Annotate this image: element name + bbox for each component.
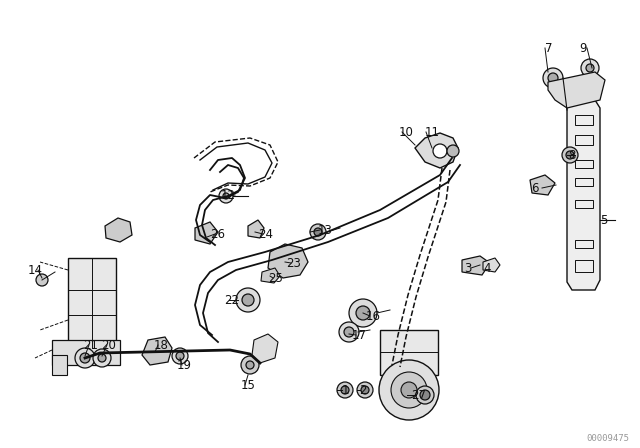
Polygon shape (261, 268, 280, 283)
Circle shape (219, 189, 233, 203)
Circle shape (246, 361, 254, 369)
Circle shape (416, 386, 434, 404)
Text: 25: 25 (269, 271, 284, 284)
Bar (575, 160, 593, 168)
Circle shape (401, 382, 417, 398)
Bar (52, 355, 67, 375)
Circle shape (357, 382, 373, 398)
Circle shape (236, 288, 260, 312)
Polygon shape (567, 100, 600, 290)
Polygon shape (142, 337, 172, 365)
Text: 20: 20 (102, 339, 116, 352)
Text: 15: 15 (241, 379, 255, 392)
Bar (68, 258, 116, 348)
Text: 23: 23 (287, 257, 301, 270)
Polygon shape (195, 222, 218, 244)
Text: 9: 9 (579, 42, 587, 55)
Bar (380, 330, 438, 375)
Circle shape (356, 306, 370, 320)
Circle shape (566, 151, 574, 159)
Text: 5: 5 (600, 214, 608, 227)
Text: 22: 22 (225, 293, 239, 306)
Circle shape (75, 348, 95, 368)
Circle shape (562, 147, 578, 163)
Bar (575, 135, 593, 145)
Text: 10: 10 (399, 125, 413, 138)
Text: 2: 2 (359, 383, 367, 396)
Text: 6: 6 (531, 181, 539, 194)
Circle shape (349, 299, 377, 327)
Circle shape (80, 353, 90, 363)
Circle shape (420, 390, 430, 400)
Text: 12: 12 (221, 189, 236, 202)
Circle shape (241, 356, 259, 374)
Circle shape (543, 68, 563, 88)
Circle shape (172, 348, 188, 364)
Text: 3: 3 (464, 262, 472, 275)
Polygon shape (248, 220, 264, 238)
Circle shape (361, 386, 369, 394)
Circle shape (242, 294, 254, 306)
Bar (575, 200, 593, 208)
Circle shape (339, 322, 359, 342)
Bar (575, 260, 593, 272)
Circle shape (176, 352, 184, 360)
Text: 26: 26 (211, 228, 225, 241)
Text: 4: 4 (483, 262, 491, 275)
Polygon shape (415, 133, 458, 168)
Bar (575, 115, 593, 125)
Circle shape (223, 193, 229, 199)
Circle shape (341, 386, 349, 394)
Text: 24: 24 (259, 228, 273, 241)
Bar (575, 240, 593, 248)
Circle shape (344, 327, 354, 337)
Text: 27: 27 (412, 388, 426, 401)
Bar (575, 178, 593, 186)
Text: 21: 21 (83, 339, 99, 352)
Circle shape (314, 228, 322, 236)
Circle shape (310, 224, 326, 240)
Text: 16: 16 (365, 310, 381, 323)
Circle shape (581, 59, 599, 77)
Text: 7: 7 (545, 42, 553, 55)
Polygon shape (548, 72, 605, 108)
Text: 19: 19 (177, 358, 191, 371)
Circle shape (586, 64, 594, 72)
Text: 17: 17 (351, 328, 367, 341)
Bar (52, 340, 120, 365)
Polygon shape (252, 334, 278, 363)
Circle shape (548, 73, 558, 83)
Text: 11: 11 (424, 125, 440, 138)
Circle shape (379, 360, 439, 420)
Polygon shape (268, 244, 308, 278)
Text: 18: 18 (154, 339, 168, 352)
Text: 13: 13 (317, 224, 332, 237)
Text: 1: 1 (341, 383, 349, 396)
Polygon shape (530, 175, 555, 195)
Circle shape (433, 144, 447, 158)
Circle shape (93, 349, 111, 367)
Text: 14: 14 (28, 263, 42, 276)
Text: 8: 8 (568, 148, 576, 161)
Polygon shape (462, 256, 490, 275)
Circle shape (36, 274, 48, 286)
Circle shape (337, 382, 353, 398)
Polygon shape (105, 218, 132, 242)
Text: 00009475: 00009475 (586, 434, 630, 443)
Circle shape (447, 145, 459, 157)
Circle shape (98, 354, 106, 362)
Circle shape (391, 372, 427, 408)
Polygon shape (483, 258, 500, 272)
